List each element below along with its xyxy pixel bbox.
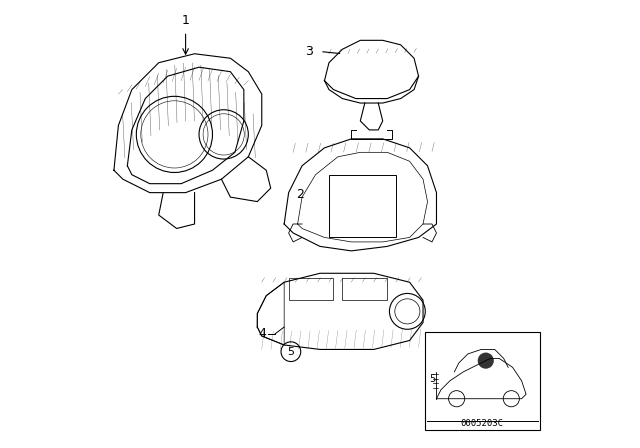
Bar	[329, 175, 396, 237]
Text: 3: 3	[305, 45, 313, 58]
Text: 4: 4	[259, 327, 267, 340]
Bar	[289, 278, 333, 300]
Text: 2: 2	[296, 188, 304, 202]
Text: 5: 5	[287, 347, 294, 357]
Text: 0005203C: 0005203C	[461, 419, 504, 428]
Bar	[342, 278, 387, 300]
Text: 1: 1	[182, 14, 189, 27]
Circle shape	[477, 353, 494, 369]
Bar	[425, 332, 540, 430]
Text: 5: 5	[429, 374, 435, 383]
